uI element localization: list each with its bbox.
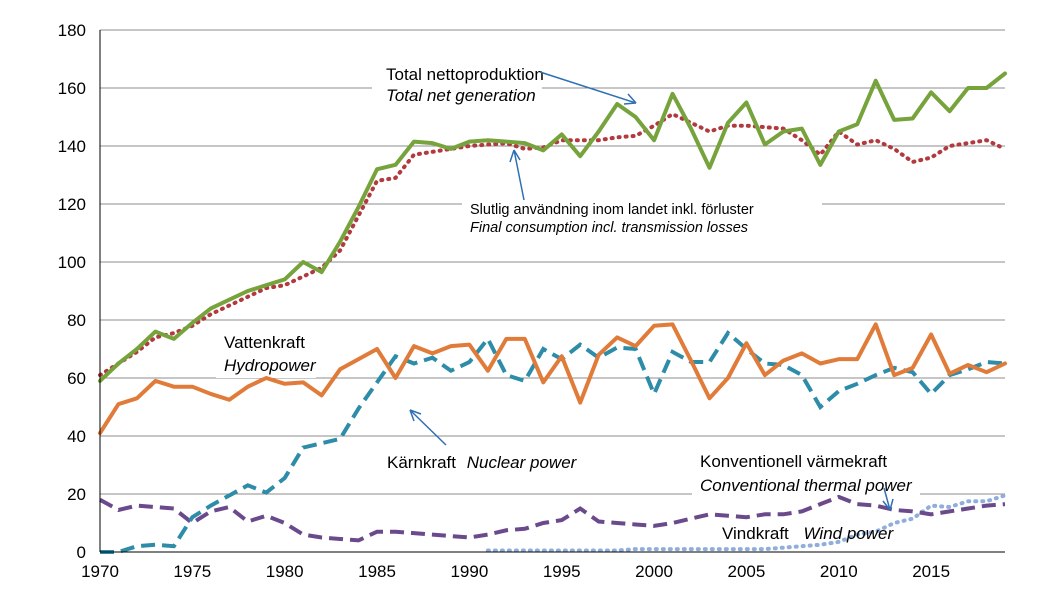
annotation-bg-3 xyxy=(380,450,562,474)
axes xyxy=(99,30,1005,553)
y-tick-label: 120 xyxy=(58,195,86,214)
x-tick-label: 2010 xyxy=(820,562,858,581)
annotation-nuclear-en: Nuclear power xyxy=(467,453,578,472)
annotation-bg-1 xyxy=(462,196,822,240)
annotation-nuclear-sv: Kärnkraft xyxy=(387,453,456,472)
y-tick-label: 140 xyxy=(58,137,86,156)
annotation-thermal-sv: Konventionell värmekraft xyxy=(700,452,887,471)
annotation-thermal-en: Conventional thermal power xyxy=(700,476,913,495)
annotation-bg-5 xyxy=(714,520,892,544)
annotation-bg-2 xyxy=(216,332,316,378)
x-tick-label: 1985 xyxy=(358,562,396,581)
arrow-thermal xyxy=(883,487,891,511)
series-line-total xyxy=(98,71,1007,383)
y-tick-label: 40 xyxy=(67,427,86,446)
annotation-consumption-sv: Slutlig användning inom landet inkl. för… xyxy=(470,202,754,218)
annotation-wind: Vindkraft Wind power xyxy=(722,524,894,543)
annotation-hydro-sv: Vattenkraft xyxy=(224,333,305,352)
x-tick-label: 1995 xyxy=(543,562,581,581)
annotation-wind-sv: Vindkraft xyxy=(722,524,789,543)
x-tick-label: 2000 xyxy=(635,562,673,581)
x-tick-label: 1980 xyxy=(266,562,304,581)
annotation-hydro-en: Hydropower xyxy=(224,356,317,375)
y-tick-label: 100 xyxy=(58,253,86,272)
x-tick-label: 2005 xyxy=(728,562,766,581)
series-nuclear xyxy=(100,330,1006,554)
arrowhead-total xyxy=(623,93,637,105)
series-line-thermal xyxy=(99,494,1006,543)
series-thermal xyxy=(99,494,1006,543)
annotation-total-sv: Total nettoproduktion xyxy=(386,65,544,84)
tick-labels: 0 20 40 60 80 100 120 140 160 180 1970 1975 1980 1985… xyxy=(58,21,950,581)
y-tick-label: 180 xyxy=(58,21,86,40)
annotation-backgrounds xyxy=(216,62,920,544)
annotation-wind-en: Wind power xyxy=(804,524,895,543)
x-tick-label: 1970 xyxy=(81,562,119,581)
y-tick-label: 0 xyxy=(77,543,86,562)
y-tick-label: 160 xyxy=(58,79,86,98)
series-wind xyxy=(485,493,1007,553)
arrow-consumption xyxy=(513,149,525,201)
annotation-nuclear: Kärnkraft Nuclear power xyxy=(387,453,578,472)
y-tick-label: 60 xyxy=(67,369,86,388)
series-line-wind xyxy=(485,493,1007,553)
annotation-bg-0 xyxy=(372,62,542,108)
arrow-total xyxy=(539,71,637,104)
series-line-nuclear xyxy=(100,330,1006,554)
annotation-consumption-en: Final consumption incl. transmission los… xyxy=(470,220,748,236)
arrowhead-nuclear xyxy=(409,409,422,422)
annotations: Total nettoproduktion Total net generati… xyxy=(224,65,913,543)
y-tick-label: 80 xyxy=(67,311,86,330)
arrowhead-thermal xyxy=(882,498,894,511)
x-tick-label: 2015 xyxy=(912,562,950,581)
x-tick-label: 1975 xyxy=(173,562,211,581)
annotation-total-en: Total net generation xyxy=(386,86,536,105)
series-hydro xyxy=(98,322,1007,436)
arrowhead-consumption xyxy=(509,149,521,163)
x-tick-label: 1990 xyxy=(450,562,488,581)
arrow-nuclear xyxy=(409,409,447,446)
y-tick-label: 20 xyxy=(67,485,86,504)
annotation-bg-4 xyxy=(692,448,920,498)
series-total xyxy=(98,71,1007,383)
annotation-arrows xyxy=(409,71,894,511)
plot-area xyxy=(98,71,1007,554)
series-line-hydro xyxy=(98,322,1007,436)
